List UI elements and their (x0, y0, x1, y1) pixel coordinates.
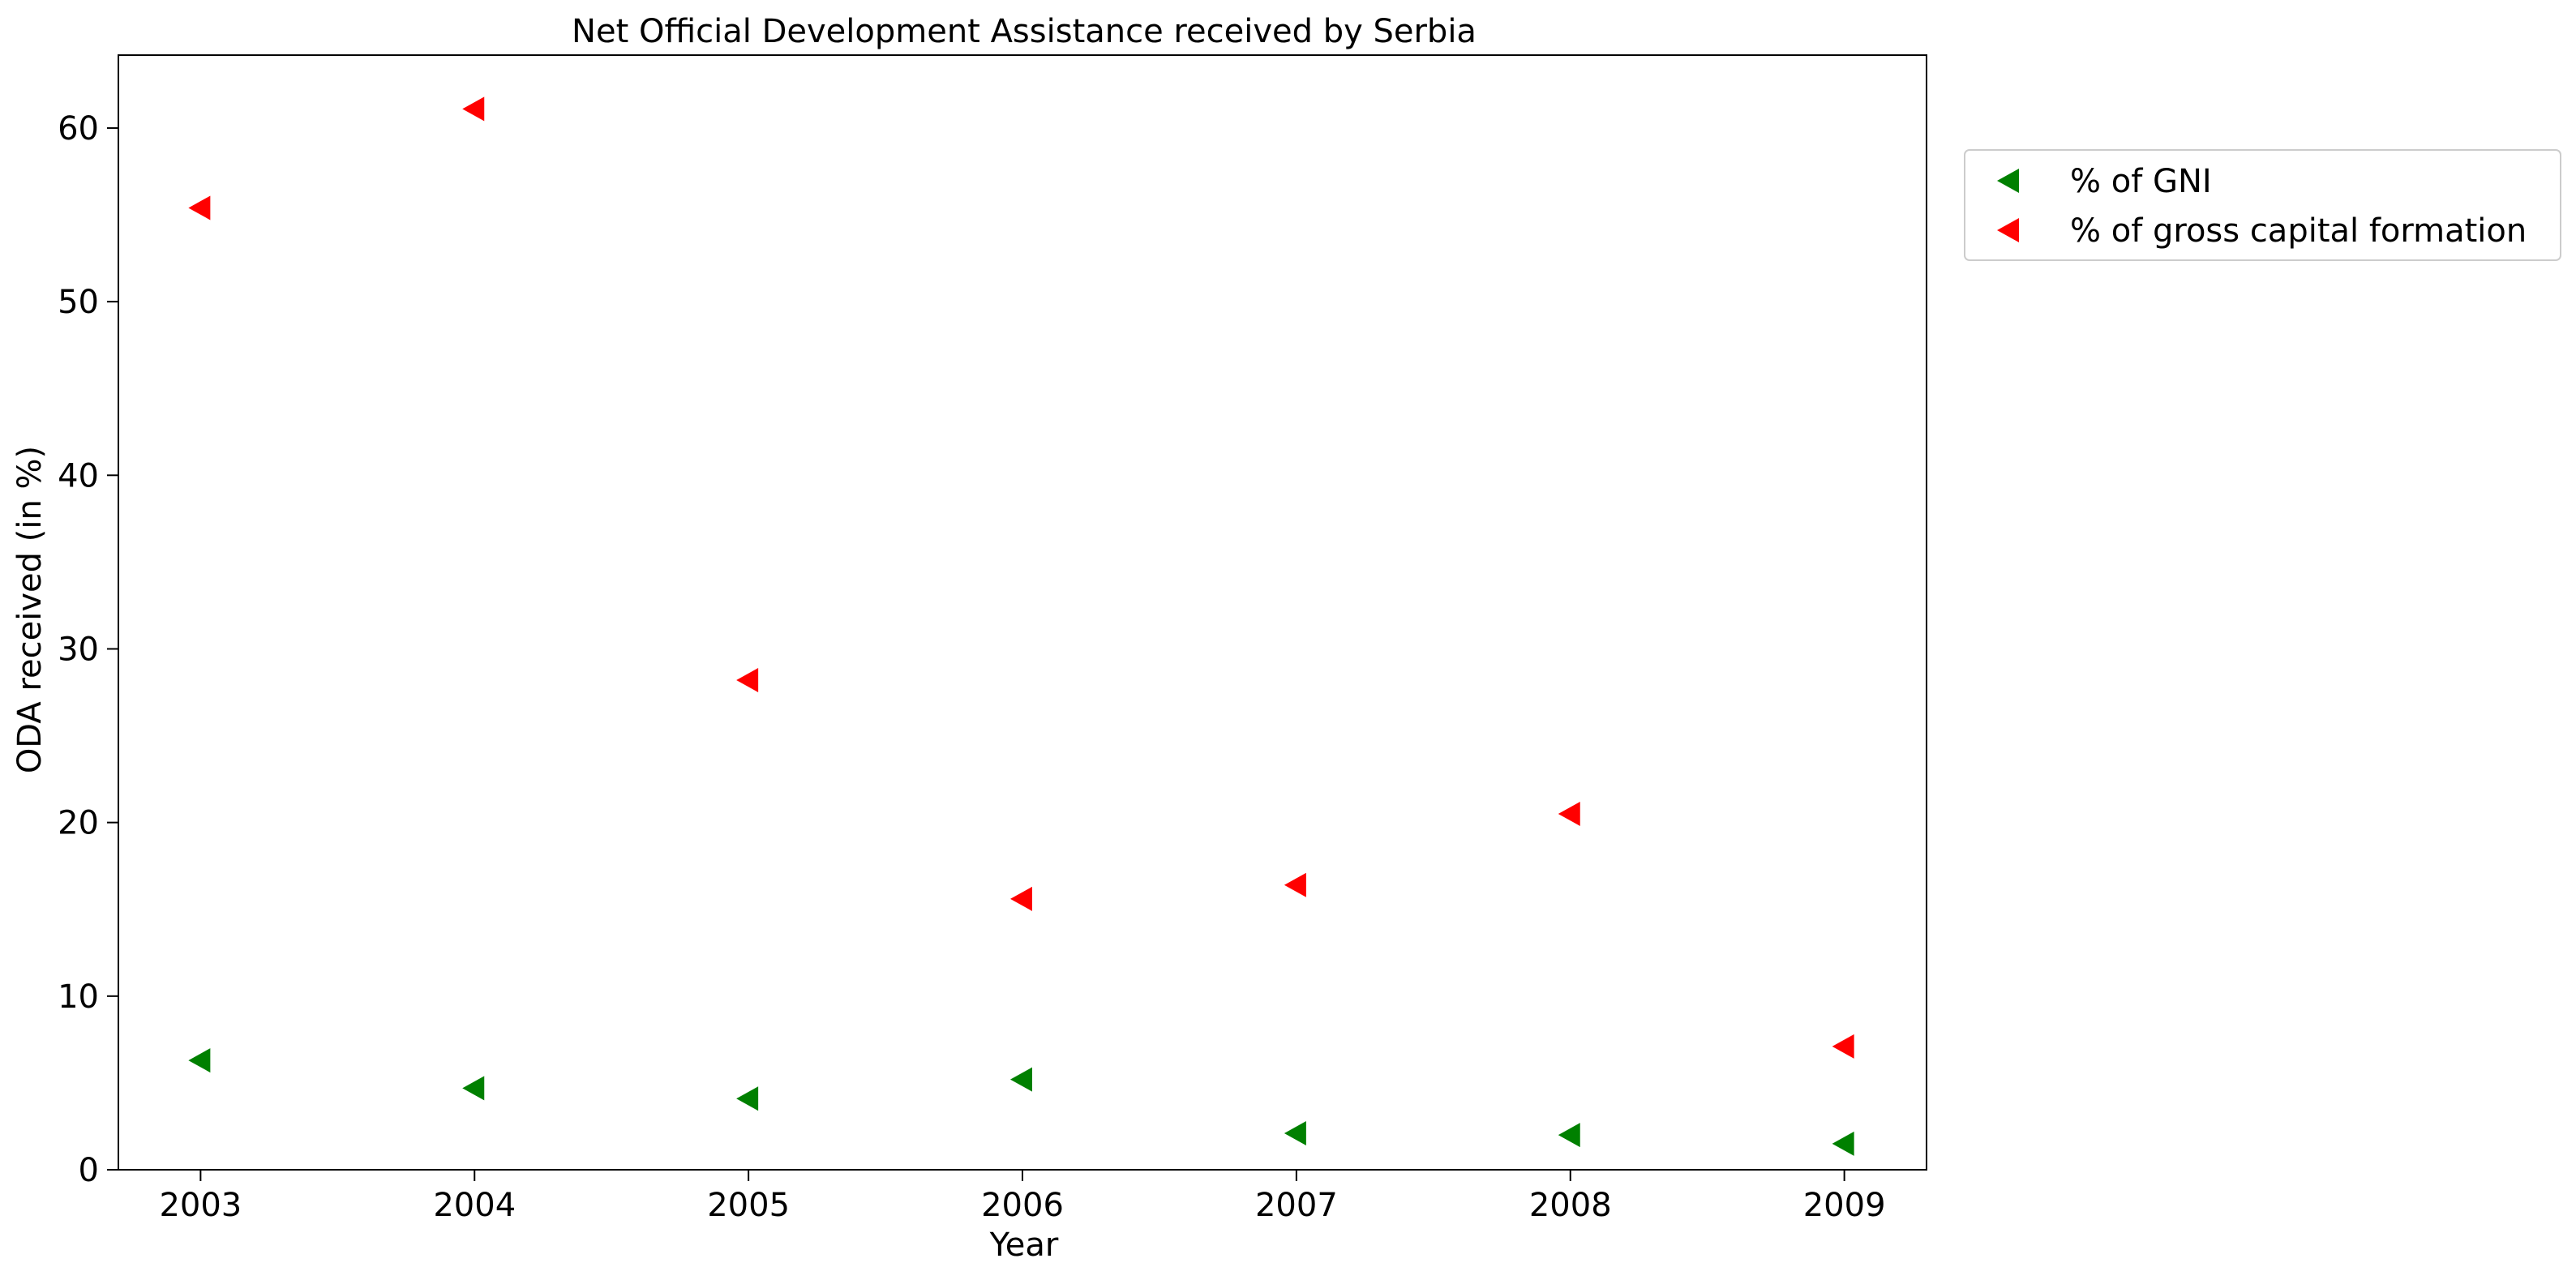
data-markers (188, 96, 1854, 1156)
data-point (1558, 801, 1580, 826)
x-tick-label: 2006 (981, 1187, 1064, 1224)
legend-label: % of gross capital formation (2070, 212, 2527, 250)
series-2 (188, 96, 1854, 1059)
data-point (1010, 1067, 1032, 1092)
x-tick-label: 2007 (1255, 1187, 1338, 1224)
legend-frame (1964, 149, 2561, 261)
legend-label: % of GNI (2070, 163, 2212, 200)
y-tick-label: 50 (58, 284, 99, 321)
data-point (736, 1086, 759, 1111)
y-tick-label: 60 (58, 110, 99, 148)
y-axis-title: ODA received (in %) (11, 446, 49, 773)
legend-marker (1997, 169, 2019, 193)
y-tick-label: 40 (58, 457, 99, 494)
x-tick-label: 2004 (433, 1187, 516, 1224)
x-axis-title: Year (989, 1226, 1059, 1264)
legend-marker (1997, 218, 2019, 242)
y-tick-label: 10 (58, 978, 99, 1016)
data-point (1284, 1121, 1306, 1146)
data-point (736, 668, 759, 693)
data-point (1832, 1131, 1854, 1156)
series-1 (188, 1048, 1854, 1156)
data-point (188, 1048, 211, 1073)
x-tick-label: 2005 (707, 1187, 790, 1224)
data-point (188, 195, 211, 220)
data-point (1284, 872, 1306, 897)
data-point (462, 96, 485, 122)
y-tick-label: 0 (79, 1152, 99, 1189)
x-tick-label: 2008 (1529, 1187, 1612, 1224)
x-tick-label: 2009 (1803, 1187, 1886, 1224)
legend: % of GNI % of gross capital formation (1964, 149, 2561, 261)
data-point (462, 1076, 485, 1101)
data-point (1558, 1123, 1580, 1148)
y-axis: 0 10 20 30 40 50 60 (58, 110, 118, 1189)
data-point (1010, 886, 1032, 911)
x-axis: 2003 2004 2005 2006 2007 2008 2009 (159, 1170, 1886, 1224)
y-tick-label: 30 (58, 631, 99, 668)
data-point (1832, 1034, 1854, 1059)
x-tick-label: 2003 (159, 1187, 242, 1224)
chart-title: Net Official Development Assistance rece… (572, 13, 1477, 50)
y-tick-label: 20 (58, 805, 99, 842)
